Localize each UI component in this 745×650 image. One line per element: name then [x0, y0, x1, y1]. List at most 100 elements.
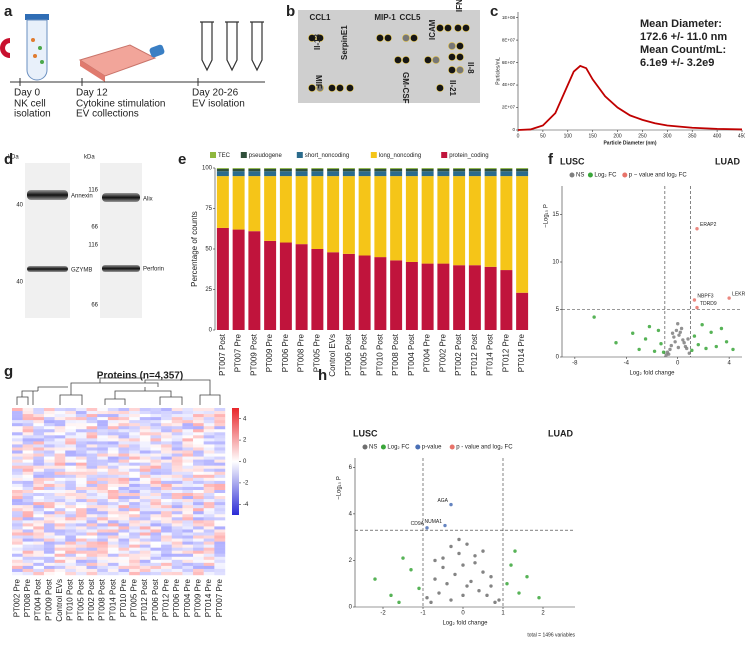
- heatmap-texture: [118, 502, 130, 506]
- point: [678, 330, 682, 334]
- heatmap-texture: [54, 438, 66, 442]
- heatmap-texture: [193, 474, 204, 479]
- heatmap-texture: [139, 432, 151, 436]
- blot-band: [102, 265, 140, 272]
- heatmap-texture: [139, 420, 151, 424]
- heatmap-texture: [65, 547, 77, 551]
- column-label: PT004 Pre: [183, 578, 192, 617]
- heatmap-texture: [107, 429, 119, 433]
- heatmap-texture: [54, 429, 66, 433]
- heatmap-texture: [97, 553, 109, 557]
- heatmap-texture: [65, 480, 77, 485]
- heatmap-texture: [129, 432, 140, 436]
- bar-segment: [421, 176, 434, 264]
- x-tick-label: PT010 Post: [375, 333, 384, 376]
- heatmap-texture: [54, 408, 66, 412]
- heatmap-texture: [139, 441, 151, 445]
- heatmap-texture: [12, 465, 23, 469]
- heatmap-texture: [214, 453, 226, 457]
- x-tick-label: PT002 Post: [454, 333, 463, 376]
- bar-segment: [279, 176, 292, 243]
- y-axis-label: −Log₁₀ P: [544, 204, 550, 228]
- heatmap-texture: [129, 565, 140, 570]
- heatmap-texture: [33, 517, 45, 521]
- heatmap-texture: [86, 565, 98, 570]
- heatmap-texture: [171, 444, 183, 448]
- heatmap-texture: [22, 553, 34, 557]
- array-label: Il-8: [466, 62, 475, 74]
- array-label: CCL5: [400, 13, 421, 22]
- timeline-step: isolation: [14, 109, 51, 120]
- heatmap-texture: [193, 523, 204, 527]
- heatmap-texture: [33, 474, 45, 479]
- heatmap-texture: [54, 550, 66, 554]
- bar-segment: [516, 176, 529, 293]
- heatmap-texture: [129, 556, 140, 561]
- heatmap-texture: [171, 471, 183, 475]
- heatmap-texture: [171, 514, 183, 518]
- heatmap-texture: [43, 526, 55, 530]
- point: [673, 340, 677, 344]
- column-label: PT009 Pre: [193, 578, 202, 617]
- heatmap-texture: [171, 565, 183, 570]
- bar-segment: [437, 263, 450, 330]
- colorbar-label: -2: [243, 480, 249, 486]
- heatmap-texture: [129, 571, 140, 576]
- heatmap-texture: [139, 408, 151, 412]
- heatmap-texture: [182, 426, 194, 430]
- heatmap-texture: [171, 553, 183, 557]
- heatmap-texture: [214, 489, 226, 494]
- array-spot: [454, 24, 462, 32]
- heatmap-texture: [171, 486, 183, 491]
- heatmap-texture: [161, 496, 172, 500]
- heatmap-texture: [171, 435, 183, 439]
- heatmap-texture: [118, 532, 130, 536]
- heatmap-texture: [43, 462, 55, 466]
- heatmap-texture: [129, 447, 140, 451]
- heatmap-texture: [182, 508, 194, 512]
- column-label: PT004 Post: [34, 578, 43, 621]
- array-spot: [336, 84, 344, 92]
- point: [449, 502, 453, 507]
- heatmap-texture: [97, 477, 109, 482]
- heatmap-texture: [97, 438, 109, 442]
- heatmap-texture: [129, 450, 140, 454]
- heatmap-texture: [86, 541, 98, 545]
- heatmap-texture: [22, 532, 34, 536]
- heatmap-texture: [86, 532, 98, 536]
- point: [465, 584, 469, 588]
- heatmap-texture: [107, 462, 119, 466]
- heatmap-texture: [107, 453, 119, 457]
- y-tick-label: 0: [349, 605, 353, 611]
- heatmap-texture: [193, 532, 204, 536]
- legend-label: TEC: [218, 153, 231, 159]
- heatmap-texture: [22, 523, 34, 527]
- heatmap-texture: [214, 562, 226, 567]
- heatmap-texture: [171, 529, 183, 533]
- y-tick-label: 0: [209, 328, 213, 334]
- heatmap-texture: [22, 435, 34, 439]
- heatmap-texture: [171, 562, 183, 567]
- heatmap-texture: [33, 471, 45, 475]
- heatmap-texture: [193, 541, 204, 545]
- heatmap-texture: [97, 489, 109, 494]
- heatmap-texture: [75, 553, 87, 557]
- heatmap-texture: [107, 438, 119, 442]
- heatmap-texture: [33, 568, 45, 573]
- heatmap-texture: [182, 471, 194, 475]
- heatmap-texture: [161, 420, 172, 424]
- heatmap-texture: [33, 408, 45, 412]
- heatmap-texture: [171, 556, 183, 561]
- heatmap-texture: [118, 493, 130, 497]
- heatmap-texture: [171, 441, 183, 445]
- heatmap-texture: [65, 541, 77, 545]
- heatmap-texture: [193, 429, 204, 433]
- heatmap-texture: [171, 450, 183, 454]
- heatmap-texture: [161, 493, 172, 497]
- heatmap-texture: [118, 456, 130, 460]
- heatmap-texture: [139, 453, 151, 457]
- heatmap-texture: [97, 571, 109, 576]
- heatmap-texture: [86, 568, 98, 573]
- point: [668, 347, 672, 352]
- bar-segment: [468, 176, 481, 266]
